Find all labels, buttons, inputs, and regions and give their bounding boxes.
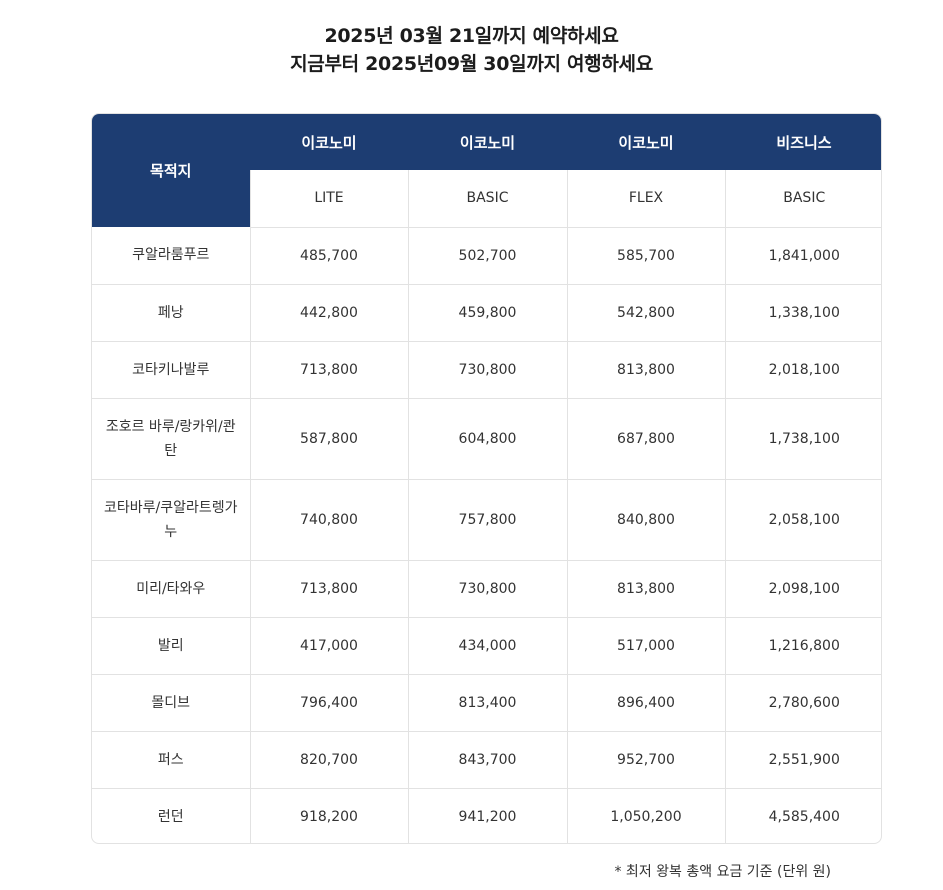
price-cell: 941,200 xyxy=(407,788,567,843)
table-row: 퍼스 820,700 843,700 952,700 2,551,900 xyxy=(92,731,881,789)
price-cell: 820,700 xyxy=(249,731,408,789)
destination-cell: 페낭 xyxy=(92,284,250,342)
price-cell: 2,058,100 xyxy=(724,479,881,561)
table-row: 몰디브 796,400 813,400 896,400 2,780,600 xyxy=(92,674,881,732)
price-cell: 585,700 xyxy=(566,227,725,285)
price-cell: 485,700 xyxy=(249,227,408,285)
price-cell: 713,800 xyxy=(249,560,408,618)
price-cell: 417,000 xyxy=(249,617,408,675)
table-row: 코타키나발루 713,800 730,800 813,800 2,018,100 xyxy=(92,341,881,399)
price-cell: 2,551,900 xyxy=(724,731,881,789)
table-row: 발리 417,000 434,000 517,000 1,216,800 xyxy=(92,617,881,675)
travel-period-text: 지금부터 2025년09월 30일까지 여행하세요 xyxy=(290,53,653,75)
destination-cell: 몰디브 xyxy=(92,674,250,732)
price-cell: 604,800 xyxy=(407,398,567,480)
destination-cell: 코타키나발루 xyxy=(92,341,250,399)
price-cell: 713,800 xyxy=(249,341,408,399)
price-cell: 2,780,600 xyxy=(724,674,881,732)
price-cell: 740,800 xyxy=(249,479,408,561)
price-cell: 1,841,000 xyxy=(724,227,881,285)
table-row: 조호르 바루/랑카위/콴탄 587,800 604,800 687,800 1,… xyxy=(92,398,881,480)
booking-deadline-text: 2025년 03월 21일까지 예약하세요 xyxy=(324,25,619,47)
price-cell: 840,800 xyxy=(566,479,725,561)
cabin-header: 이코노미 xyxy=(408,114,567,170)
price-cell: 757,800 xyxy=(407,479,567,561)
price-cell: 4,585,400 xyxy=(724,788,881,843)
destination-cell: 미리/타와우 xyxy=(92,560,250,618)
fare-table: 목적지 이코노미 이코노미 이코노미 비즈니스 LITE BASIC FLEX … xyxy=(92,114,881,843)
price-cell: 843,700 xyxy=(407,731,567,789)
price-cell: 918,200 xyxy=(249,788,408,843)
fare-table-container: 목적지 이코노미 이코노미 이코노미 비즈니스 LITE BASIC FLEX … xyxy=(91,113,882,844)
price-cell: 587,800 xyxy=(249,398,408,480)
destination-cell: 발리 xyxy=(92,617,250,675)
table-row: 런던 918,200 941,200 1,050,200 4,585,400 xyxy=(92,788,881,843)
fare-type-header: BASIC xyxy=(724,170,881,228)
price-cell: 1,338,100 xyxy=(724,284,881,342)
price-cell: 813,400 xyxy=(407,674,567,732)
price-cell: 1,738,100 xyxy=(724,398,881,480)
destination-column-header: 목적지 xyxy=(92,114,250,227)
fare-type-header: BASIC xyxy=(407,170,567,228)
price-cell: 1,216,800 xyxy=(724,617,881,675)
price-cell: 542,800 xyxy=(566,284,725,342)
price-cell: 442,800 xyxy=(249,284,408,342)
destination-cell: 퍼스 xyxy=(92,731,250,789)
table-row: 쿠알라룸푸르 485,700 502,700 585,700 1,841,000 xyxy=(92,227,881,285)
price-cell: 434,000 xyxy=(407,617,567,675)
destination-cell: 런던 xyxy=(157,808,184,825)
price-cell: 813,800 xyxy=(566,341,725,399)
cabin-header: 이코노미 xyxy=(250,114,408,170)
price-cell: 730,800 xyxy=(407,560,567,618)
destination-cell: 코타바루/쿠알라트렝가누 xyxy=(92,479,250,561)
price-cell: 730,800 xyxy=(407,341,567,399)
price-cell: 502,700 xyxy=(407,227,567,285)
cabin-header: 비즈니스 xyxy=(725,114,881,170)
price-cell: 1,050,200 xyxy=(566,788,725,843)
table-row: 코타바루/쿠알라트렝가누 740,800 757,800 840,800 2,0… xyxy=(92,479,881,561)
fare-type-header: LITE xyxy=(249,170,408,228)
price-cell: 2,018,100 xyxy=(724,341,881,399)
destination-cell: 조호르 바루/랑카위/콴탄 xyxy=(92,398,250,480)
price-cell: 896,400 xyxy=(566,674,725,732)
promo-headline: 2025년 03월 21일까지 예약하세요 지금부터 2025년09월 30일까… xyxy=(0,22,943,78)
table-row: 미리/타와우 713,800 730,800 813,800 2,098,100 xyxy=(92,560,881,618)
price-cell: 952,700 xyxy=(566,731,725,789)
cabin-header: 이코노미 xyxy=(567,114,725,170)
price-cell: 459,800 xyxy=(407,284,567,342)
fare-footnote: * 최저 왕복 총액 요금 기준 (단위 원) xyxy=(614,864,831,880)
table-row: 페낭 442,800 459,800 542,800 1,338,100 xyxy=(92,284,881,342)
price-cell: 796,400 xyxy=(249,674,408,732)
price-cell: 2,098,100 xyxy=(724,560,881,618)
destination-cell: 쿠알라룸푸르 xyxy=(92,227,250,285)
price-cell: 813,800 xyxy=(566,560,725,618)
fare-type-header: FLEX xyxy=(566,170,725,228)
price-cell: 687,800 xyxy=(566,398,725,480)
price-cell: 517,000 xyxy=(566,617,725,675)
